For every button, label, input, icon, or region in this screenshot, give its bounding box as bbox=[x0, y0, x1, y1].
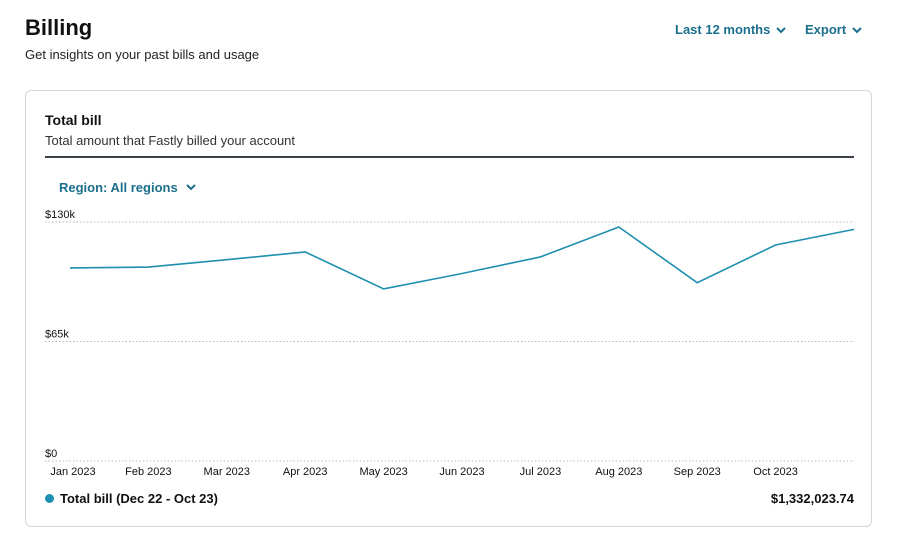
range-label: Last 12 months bbox=[675, 22, 771, 37]
region-select[interactable]: Region: All regions bbox=[59, 180, 196, 195]
x-tick-label: Mar 2023 bbox=[204, 466, 250, 478]
range-select[interactable]: Last 12 months bbox=[675, 22, 787, 37]
card-title: Total bill bbox=[45, 112, 102, 128]
x-tick-label: May 2023 bbox=[359, 466, 407, 478]
y-tick-label: $130k bbox=[45, 209, 75, 221]
x-tick-label: Apr 2023 bbox=[283, 466, 328, 478]
divider bbox=[45, 156, 854, 158]
y-tick-label: $65k bbox=[45, 329, 69, 341]
page-subtitle: Get insights on your past bills and usag… bbox=[25, 47, 260, 62]
export-label: Export bbox=[805, 22, 847, 37]
page-title: Billing bbox=[25, 15, 93, 40]
region-label: Region: All regions bbox=[59, 180, 178, 195]
x-tick-label: Sep 2023 bbox=[674, 466, 721, 478]
x-tick-label: Feb 2023 bbox=[125, 466, 171, 478]
chevron bbox=[185, 184, 196, 191]
legend-label: Total bill (Dec 22 - Oct 23) bbox=[60, 491, 218, 506]
x-tick-label: Oct 2023 bbox=[753, 466, 798, 478]
chevron bbox=[852, 26, 862, 33]
line bbox=[69, 226, 855, 290]
card-subtitle: Total amount that Fastly billed your acc… bbox=[45, 133, 296, 148]
x-tick-label: Jul 2023 bbox=[520, 466, 562, 478]
legend-swatch bbox=[45, 494, 54, 503]
total-amount: $1,332,023.74 bbox=[770, 491, 854, 506]
export-button[interactable]: Export bbox=[805, 22, 862, 37]
chevron bbox=[776, 26, 787, 33]
card bbox=[25, 90, 872, 527]
legend: Total bill (Dec 22 - Oct 23) bbox=[45, 491, 218, 506]
x-tick-label: Jan 2023 bbox=[50, 466, 95, 478]
y-tick-label: $0 bbox=[45, 448, 57, 460]
x-tick-label: Jun 2023 bbox=[439, 466, 484, 478]
x-tick-label: Aug 2023 bbox=[595, 466, 642, 478]
